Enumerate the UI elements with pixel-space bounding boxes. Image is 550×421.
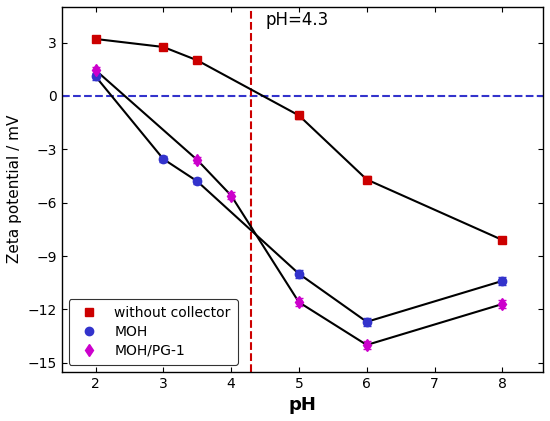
MOH — [499, 278, 505, 283]
without collector — [499, 237, 505, 242]
without collector — [92, 37, 99, 42]
MOH/PG-1 — [228, 193, 234, 198]
without collector — [194, 58, 201, 63]
MOH/PG-1 — [194, 157, 201, 163]
Text: pH=4.3: pH=4.3 — [265, 11, 328, 29]
without collector — [364, 177, 370, 182]
MOH/PG-1 — [92, 68, 99, 73]
MOH — [194, 179, 201, 184]
Legend: without collector, MOH, MOH/PG-1: without collector, MOH, MOH/PG-1 — [69, 299, 238, 365]
MOH — [364, 319, 370, 324]
Line: MOH/PG-1: MOH/PG-1 — [91, 66, 507, 349]
Y-axis label: Zeta potential / mV: Zeta potential / mV — [7, 115, 22, 264]
MOH/PG-1 — [296, 300, 303, 305]
Line: without collector: without collector — [91, 35, 507, 244]
MOH — [92, 74, 99, 79]
without collector — [160, 45, 167, 50]
MOH — [160, 157, 167, 162]
MOH/PG-1 — [364, 342, 370, 347]
X-axis label: pH: pH — [288, 396, 316, 414]
Line: MOH: MOH — [91, 72, 507, 326]
MOH/PG-1 — [499, 301, 505, 306]
without collector — [296, 113, 303, 118]
MOH — [296, 271, 303, 276]
